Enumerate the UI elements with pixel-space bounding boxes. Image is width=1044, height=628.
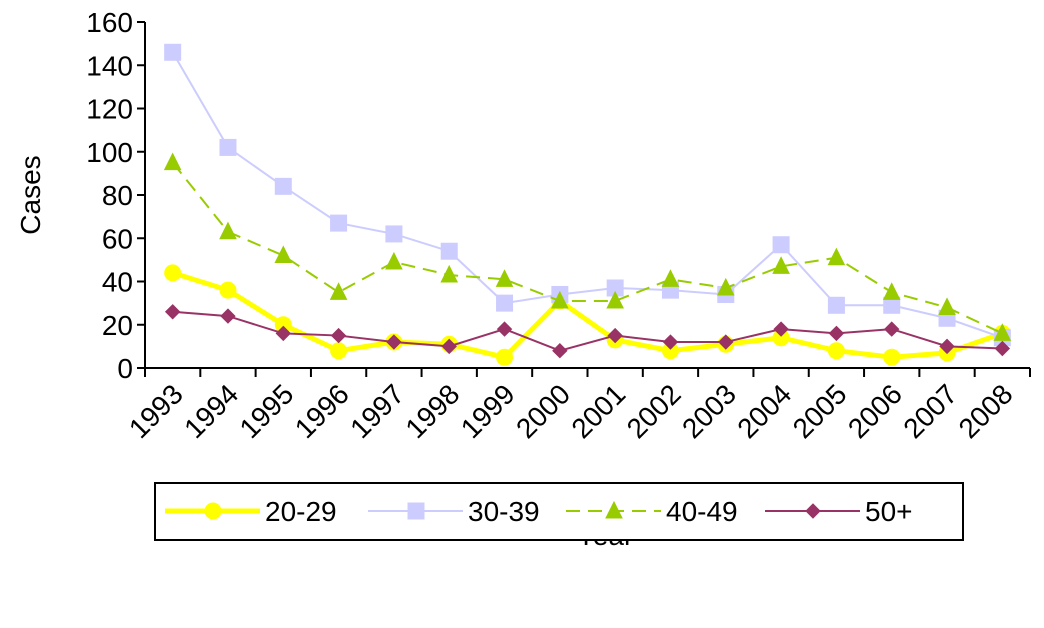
x-tick-label: 1994 <box>178 378 244 444</box>
data-point <box>219 281 237 299</box>
data-point <box>441 338 457 355</box>
data-point <box>274 177 292 195</box>
data-point <box>827 296 845 314</box>
data-point <box>440 264 459 283</box>
data-point <box>827 247 846 266</box>
x-tick-label: 1993 <box>123 378 189 444</box>
data-point <box>164 264 182 282</box>
y-tick-label: 160 <box>86 7 133 38</box>
data-point <box>385 225 403 243</box>
y-tick-label: 140 <box>86 50 133 81</box>
x-tick-label: 1999 <box>455 378 521 444</box>
y-tick-label: 60 <box>102 223 133 254</box>
data-point <box>330 327 347 344</box>
data-point <box>274 245 293 264</box>
data-point <box>219 138 237 156</box>
x-tick-label: 2007 <box>897 378 963 444</box>
data-point <box>718 334 734 350</box>
legend-marker <box>805 503 821 519</box>
series-line <box>171 161 1003 335</box>
x-tick-label: 2005 <box>787 378 853 444</box>
legend-marker <box>605 500 623 519</box>
legend-marker <box>204 502 222 520</box>
data-point <box>164 304 181 320</box>
data-point <box>772 236 790 254</box>
legend-label: 40-49 <box>666 496 738 527</box>
legend-label: 30-39 <box>468 496 540 527</box>
data-point <box>330 214 348 232</box>
x-tick-label: 2003 <box>676 378 742 444</box>
data-point <box>495 269 514 287</box>
series-line <box>171 270 1004 360</box>
data-point <box>219 221 237 240</box>
data-point <box>385 251 403 270</box>
data-point <box>661 269 680 287</box>
data-point <box>828 325 845 342</box>
legend-marker <box>407 502 425 520</box>
x-tick-label: 2000 <box>510 378 576 444</box>
series-line <box>172 310 1003 352</box>
data-point <box>163 152 182 171</box>
data-point <box>552 342 568 359</box>
data-point <box>827 342 845 360</box>
y-tick-label: 40 <box>102 267 133 298</box>
data-point <box>716 277 735 296</box>
x-tick-label: 2002 <box>621 378 687 444</box>
y-tick-label: 100 <box>86 137 133 168</box>
series-line <box>171 51 1003 339</box>
data-point <box>882 282 901 300</box>
data-point <box>496 348 514 366</box>
data-point <box>496 294 514 312</box>
data-point <box>329 282 348 300</box>
data-point <box>606 290 624 309</box>
data-point <box>164 43 182 61</box>
data-point <box>220 308 236 324</box>
x-tick-label: 1995 <box>234 378 300 444</box>
data-point <box>551 290 569 309</box>
data-point <box>883 348 901 366</box>
legend-label: 20-29 <box>265 496 337 527</box>
data-point <box>607 327 623 344</box>
y-tick-label: 20 <box>102 310 133 341</box>
legend-label: 50+ <box>865 496 913 527</box>
data-point <box>884 321 900 337</box>
data-point <box>772 256 790 274</box>
data-point <box>662 334 679 350</box>
data-point <box>330 342 348 360</box>
data-point <box>994 340 1011 357</box>
data-point <box>939 338 955 355</box>
x-tick-label: 2001 <box>565 378 631 444</box>
x-tick-label: 1998 <box>399 378 465 444</box>
data-point <box>440 242 458 260</box>
data-point <box>496 321 513 337</box>
data-point <box>386 334 402 350</box>
x-tick-label: 2004 <box>731 378 797 444</box>
x-tick-label: 1997 <box>344 378 410 444</box>
x-tick-label: 1996 <box>289 378 355 444</box>
x-tick-label: 2006 <box>842 378 908 444</box>
data-point <box>773 321 789 337</box>
y-tick-label: 120 <box>86 94 133 125</box>
data-point <box>275 325 291 342</box>
x-tick-label: 2008 <box>953 378 1019 444</box>
y-tick-label: 80 <box>102 180 133 211</box>
y-axis-label: Cases <box>15 155 46 234</box>
data-point <box>938 297 956 315</box>
data-point <box>993 323 1012 341</box>
y-tick-label: 0 <box>117 353 133 384</box>
